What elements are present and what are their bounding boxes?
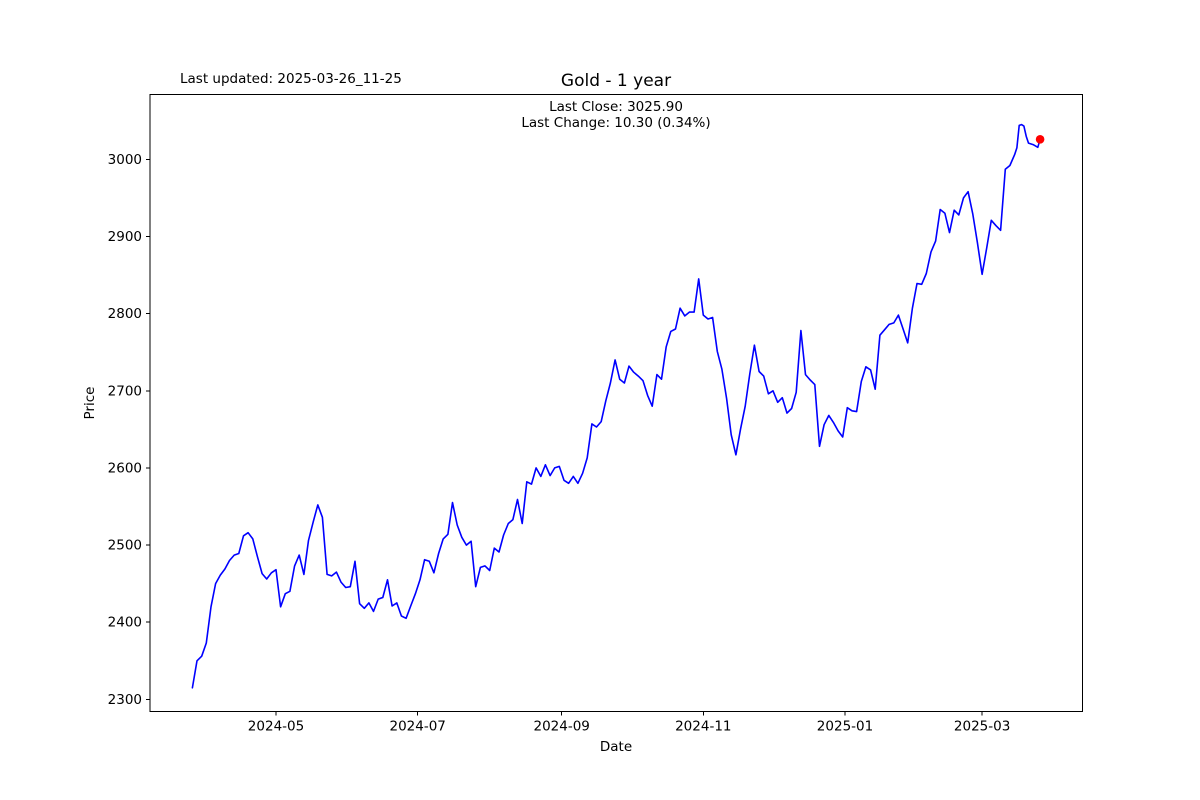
x-tick-label: 2025-03 [954, 719, 1010, 735]
x-tick-label: 2024-11 [675, 719, 731, 735]
x-tick-label: 2024-05 [248, 719, 304, 735]
x-tick-label: 2024-07 [389, 719, 445, 735]
y-tick-label: 2500 [108, 538, 142, 554]
y-tick-label: 2900 [108, 229, 142, 245]
chart-annotation: Last Close: 3025.90 Last Change: 10.30 (… [521, 99, 710, 131]
y-tick-label: 2600 [108, 460, 142, 476]
last-price-marker [1035, 135, 1045, 144]
y-tick-label: 2300 [108, 692, 142, 708]
axes-frame [149, 94, 1083, 713]
chart-title: Gold - 1 year [560, 71, 672, 91]
last-updated-label: Last updated: 2025-03-26_11-25 [180, 71, 402, 87]
annotation-last-change: Last Change: 10.30 (0.34%) [521, 115, 711, 131]
y-axis-label: Price [82, 386, 98, 420]
annotation-last-close: Last Close: 3025.90 [549, 99, 683, 115]
y-tick-label: 2700 [108, 383, 142, 399]
y-tick-label: 2400 [108, 615, 142, 631]
x-axis-label: Date [599, 739, 633, 755]
price-line [191, 123, 1041, 689]
x-tick-label: 2025-01 [817, 719, 873, 735]
y-tick-label: 3000 [108, 152, 142, 168]
x-tick-label: 2024-09 [533, 719, 589, 735]
y-tick-label: 2800 [108, 306, 142, 322]
